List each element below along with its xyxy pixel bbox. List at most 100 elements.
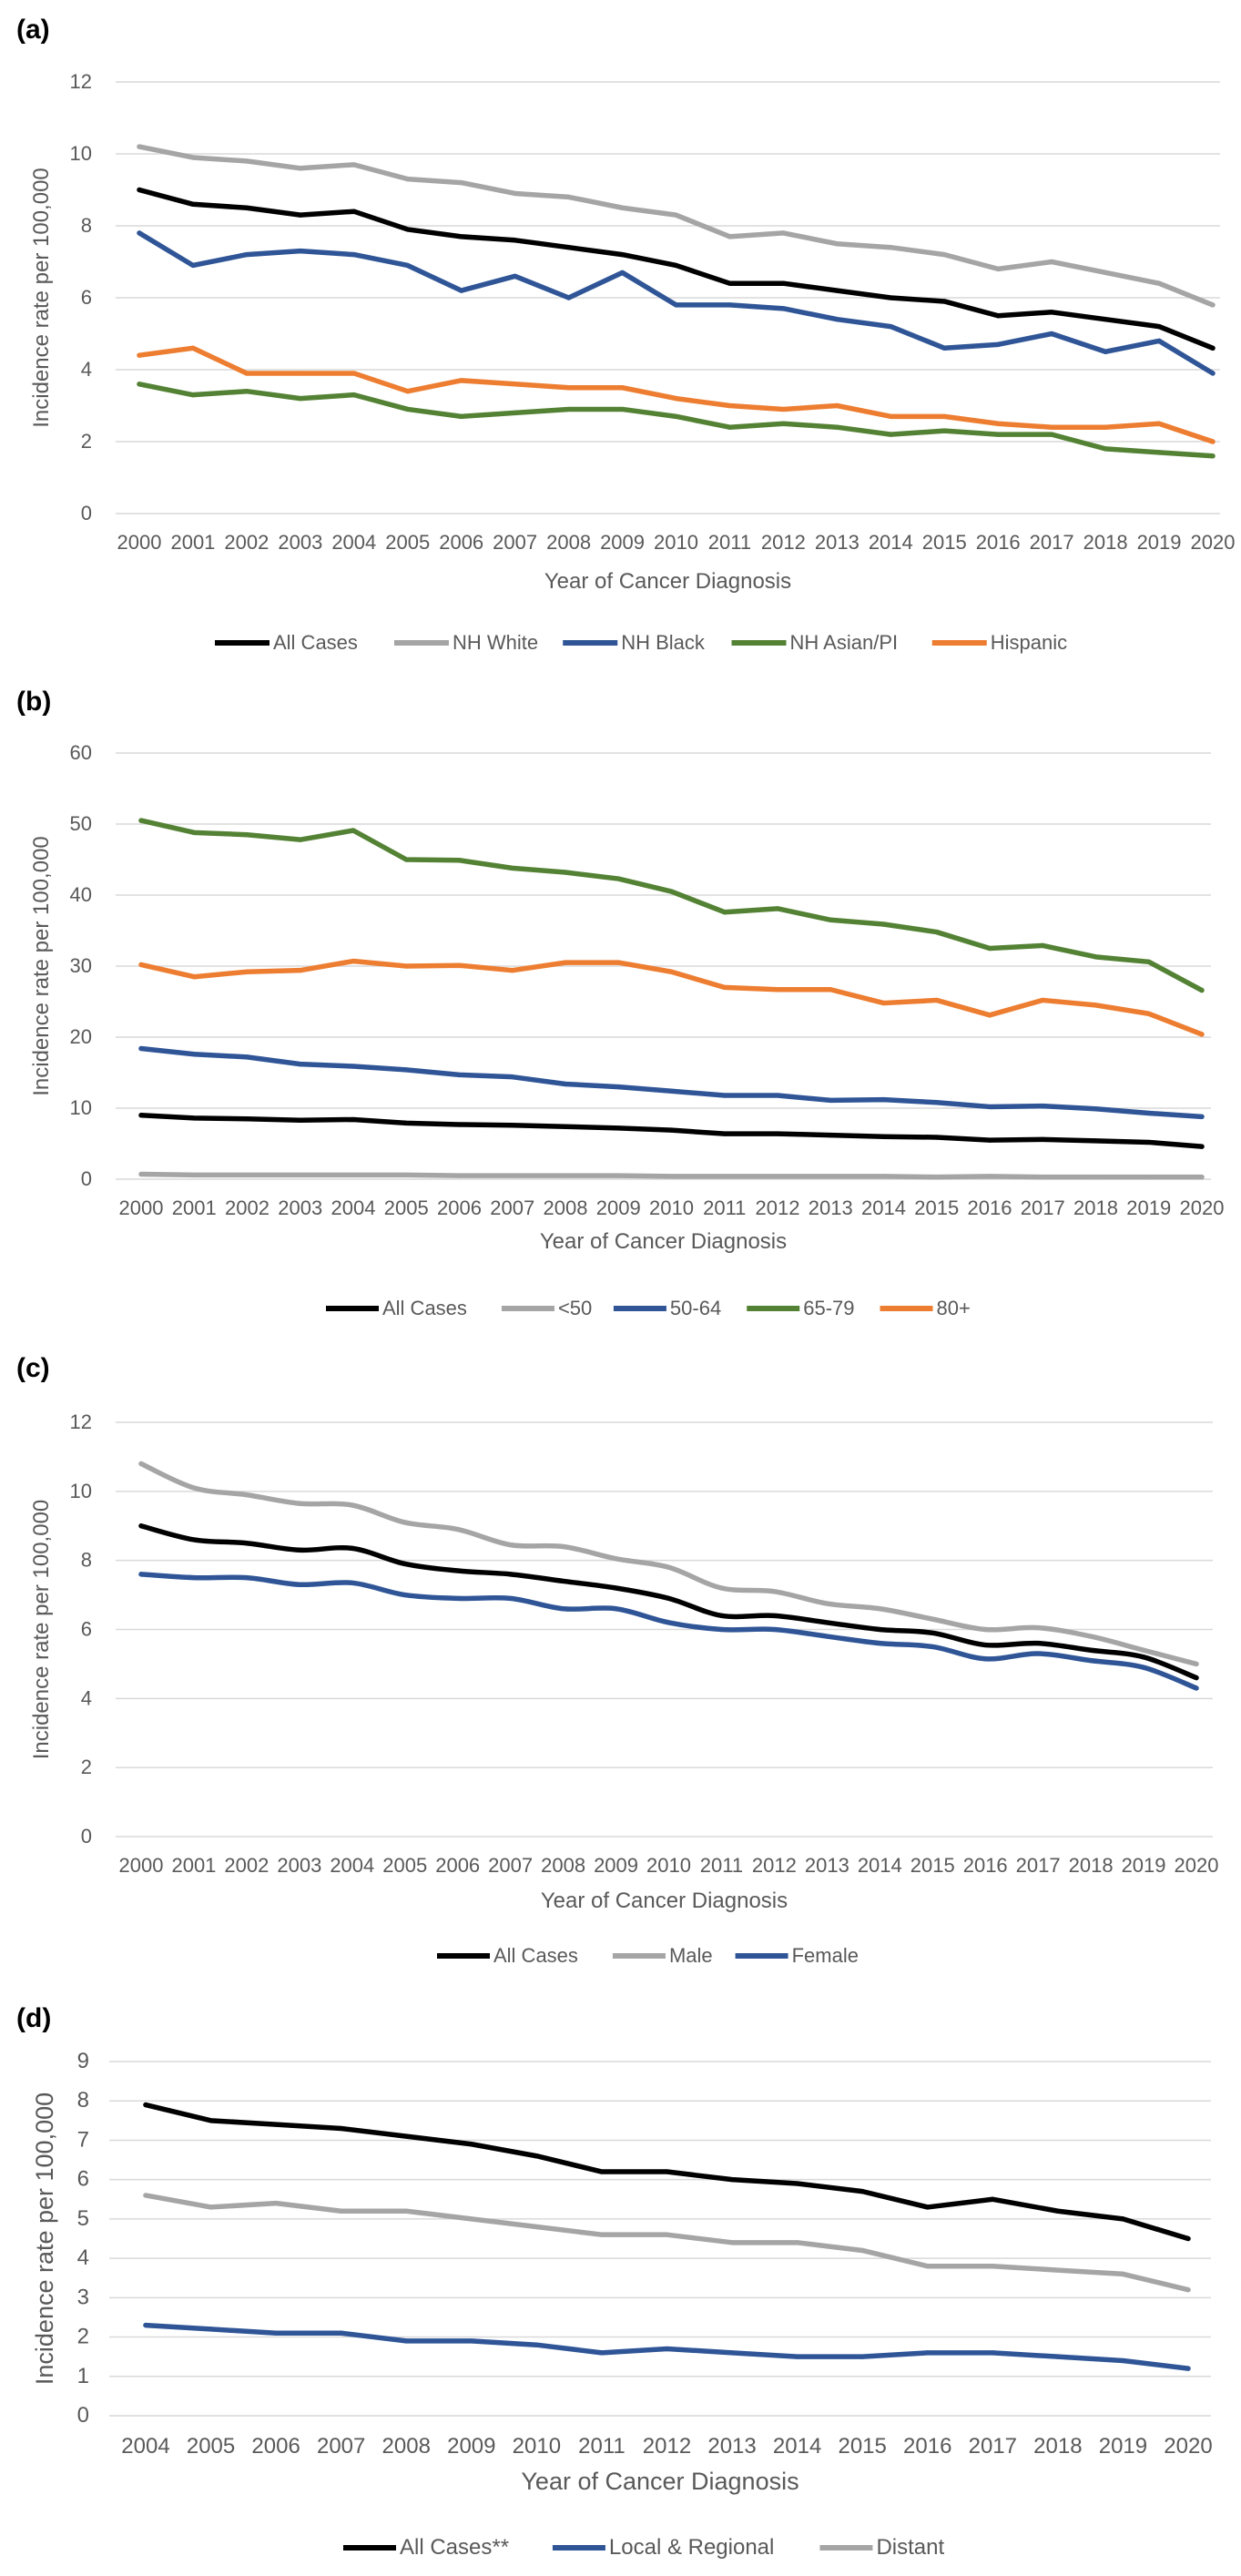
data-point-65-79 [668, 889, 675, 894]
data-point-hispanic [1156, 421, 1162, 426]
data-point-local-regional [273, 2330, 279, 2336]
data-point-nh-black [673, 302, 679, 308]
x-tick-label: 2007 [488, 1854, 533, 1877]
legend-entry-80: 80+ [880, 1297, 971, 1319]
series-local-regional [143, 2322, 1191, 2371]
data-point-80 [880, 1000, 887, 1006]
x-axis-label: Year of Cancer Diagnosis [541, 1889, 788, 1913]
data-point-female [508, 1595, 514, 1601]
x-tick-label: 2004 [121, 2434, 169, 2459]
x-tick-label: 2000 [117, 531, 162, 554]
data-point-65-79 [563, 870, 568, 875]
x-tick-label: 2005 [384, 1196, 429, 1219]
y-tick-label: 10 [70, 1480, 92, 1502]
data-point-all-cases [455, 1568, 461, 1573]
data-point-50 [244, 1172, 250, 1177]
x-tick-label: 2012 [752, 1854, 797, 1877]
x-tick-label: 2018 [1069, 1854, 1114, 1877]
data-point-80 [1199, 1032, 1205, 1037]
x-tick-label: 2010 [654, 531, 698, 554]
data-point-all-cases [1156, 324, 1162, 330]
data-point-nh-white [1049, 259, 1054, 265]
y-tick-label: 20 [70, 1025, 92, 1048]
data-point-distant [1055, 2267, 1061, 2273]
data-point-female [138, 1572, 144, 1577]
y-tick-label: 3 [77, 2285, 89, 2309]
data-point-male [982, 1626, 988, 1633]
data-point-distant [1120, 2271, 1126, 2276]
data-point-male [561, 1543, 566, 1550]
data-point-50-64 [934, 1100, 940, 1105]
legend-label-50-64: 50-64 [670, 1297, 721, 1319]
legend-label-50: <50 [558, 1297, 592, 1319]
data-point-nh-black [566, 295, 572, 300]
data-point-nh-black [888, 324, 893, 330]
panel-label-d: (d) [16, 2003, 51, 2033]
data-point-all-cases [138, 1523, 144, 1529]
data-point-hispanic [673, 396, 679, 402]
x-tick-label: 2018 [1073, 1196, 1118, 1219]
data-point-80 [1040, 997, 1045, 1003]
data-point-all-cases [613, 1585, 619, 1591]
data-point-all-cases [990, 2196, 995, 2202]
data-point-female [930, 1644, 935, 1650]
chart-panel-c: (c) 0 2 4 6 8 10 12 2000 2001 2002 2003 2004 2005 2006… [16, 1353, 1218, 1967]
y-tick-label: 12 [70, 1410, 92, 1433]
data-point-all-cases [877, 1626, 882, 1633]
data-point-distant [664, 2232, 670, 2237]
data-point-all-cases [350, 1545, 355, 1551]
data-point-nh-white [513, 190, 518, 197]
series-line-female [138, 1572, 1199, 1691]
legend-entry-hispanic: Hispanic [931, 631, 1067, 654]
data-point-local-regional [339, 2330, 344, 2336]
y-tick-label: 7 [77, 2127, 89, 2152]
x-tick-label: 2017 [1030, 531, 1074, 554]
data-point-50 [615, 1173, 621, 1178]
data-point-all-cases [1210, 345, 1216, 351]
legend-label-nh-black: NH Black [621, 631, 706, 654]
data-point-80 [298, 968, 303, 973]
data-point-80 [244, 969, 250, 974]
data-point-hispanic [1103, 424, 1108, 430]
y-axis-label: Incidence rate per 100,000 [29, 168, 54, 428]
legend-entry-all-cases: All Cases [437, 1944, 578, 1967]
data-point-nh-black [459, 288, 464, 293]
data-point-distant [534, 2224, 539, 2230]
data-point-all-cases [510, 1123, 515, 1128]
data-point-all-cases [1049, 310, 1054, 315]
data-point-65-79 [828, 917, 833, 922]
data-point-hispanic [727, 402, 733, 409]
data-point-nh-asian-pi [673, 413, 679, 419]
x-tick-label: 2008 [541, 1854, 585, 1877]
data-point-all-cases [718, 1613, 725, 1618]
data-point-nh-black [298, 249, 303, 254]
data-point-65-79 [244, 832, 250, 838]
data-point-all-cases [351, 1116, 356, 1123]
data-point-65-79 [1199, 987, 1205, 993]
x-tick-label: 2007 [317, 2434, 365, 2459]
data-point-nh-white [1103, 270, 1108, 275]
legend-label-local-regional: Local & Regional [609, 2535, 774, 2560]
x-tick-label: 2009 [600, 531, 645, 554]
data-point-nh-black [619, 270, 626, 275]
legend-entry-nh-black: NH Black [563, 631, 706, 654]
x-tick-label: 2008 [546, 531, 591, 554]
y-tick-label: 2 [81, 430, 92, 453]
legend-entry-50: <50 [501, 1297, 592, 1319]
series-nh-white [137, 144, 1216, 308]
legend-label-nh-asian-pi: NH Asian/PI [790, 631, 899, 654]
data-point-female [561, 1606, 566, 1612]
data-point-nh-black [941, 345, 947, 351]
data-point-male [402, 1520, 408, 1525]
data-point-nh-white [995, 266, 1001, 271]
x-tick-label: 2014 [858, 1854, 902, 1877]
data-point-nh-asian-pi [513, 410, 518, 415]
y-tick-label: 9 [77, 2049, 89, 2073]
data-point-all-cases [244, 205, 249, 210]
data-point-female [666, 1620, 672, 1625]
data-point-50 [668, 1174, 675, 1179]
y-tick-label: 0 [81, 1825, 92, 1848]
x-tick-label: 2016 [903, 2434, 951, 2459]
x-tick-label: 2001 [170, 531, 215, 554]
data-point-female [613, 1606, 619, 1612]
